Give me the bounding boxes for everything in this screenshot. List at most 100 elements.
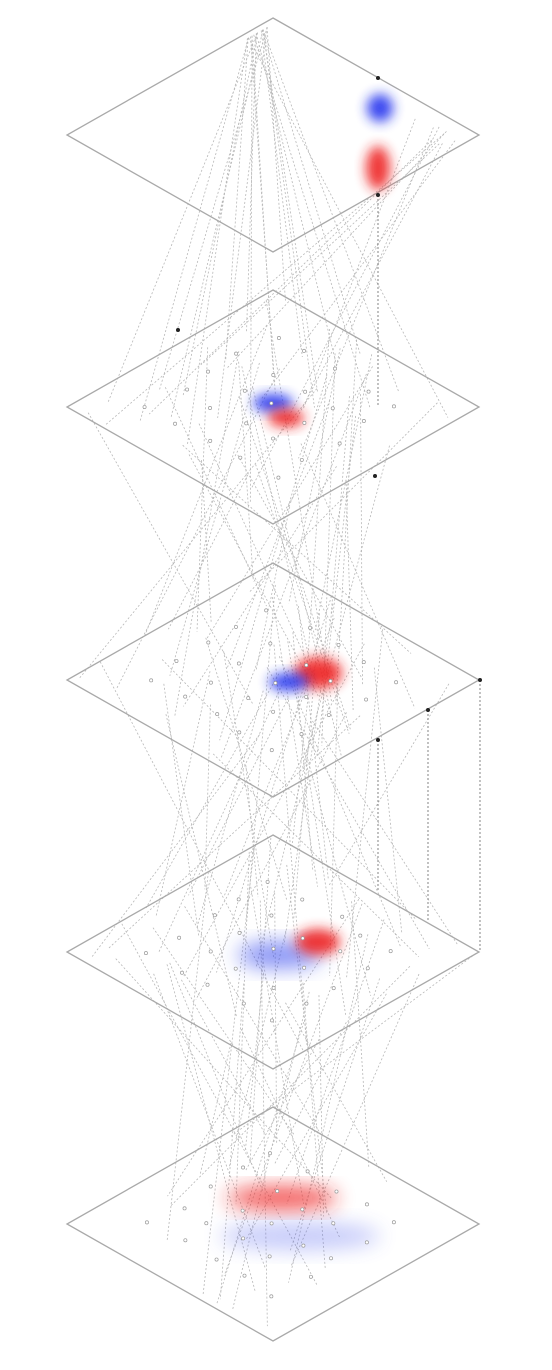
node <box>326 713 331 718</box>
node <box>270 1018 274 1023</box>
node <box>271 373 276 377</box>
nodes <box>142 76 482 1299</box>
connection <box>220 373 367 759</box>
connection <box>161 659 417 920</box>
node <box>275 1189 280 1194</box>
node <box>426 708 430 712</box>
node <box>365 1202 369 1207</box>
node <box>271 946 276 951</box>
connection <box>255 464 350 734</box>
node <box>271 709 276 714</box>
connection <box>168 474 249 630</box>
connection <box>139 37 250 422</box>
node <box>328 678 333 683</box>
connection <box>183 466 337 707</box>
connection <box>204 704 211 890</box>
connection <box>265 300 333 704</box>
connection <box>145 673 280 909</box>
node <box>174 659 179 663</box>
connection <box>196 690 264 929</box>
connection <box>235 851 250 1205</box>
node <box>183 694 188 699</box>
node <box>388 949 393 954</box>
node <box>364 1240 369 1245</box>
node <box>376 76 380 80</box>
connection <box>231 991 310 1311</box>
node <box>304 663 309 668</box>
node <box>208 949 213 954</box>
node <box>233 966 238 971</box>
connection <box>262 29 319 393</box>
connection <box>291 697 309 846</box>
node <box>302 348 306 353</box>
node <box>308 1274 313 1279</box>
connection <box>329 683 339 976</box>
node <box>392 404 396 409</box>
node <box>244 421 249 426</box>
connection <box>174 351 240 717</box>
connection <box>223 651 275 960</box>
connection <box>335 339 358 705</box>
node <box>208 438 213 443</box>
activation-blob <box>227 1187 337 1209</box>
node <box>215 712 220 717</box>
node <box>185 387 190 392</box>
node <box>334 1189 339 1194</box>
connection <box>298 127 434 459</box>
connection <box>244 1038 320 1173</box>
node <box>267 1254 272 1259</box>
node <box>237 930 242 935</box>
connection <box>196 347 209 632</box>
connection <box>238 361 254 582</box>
node <box>142 405 147 410</box>
node <box>276 475 281 480</box>
node <box>364 697 369 702</box>
node <box>269 401 274 406</box>
node <box>299 732 304 737</box>
activation-blob <box>268 409 304 427</box>
connection <box>217 27 268 418</box>
node <box>182 1206 187 1211</box>
connection <box>87 412 254 705</box>
connection <box>250 886 304 1204</box>
connection <box>241 366 311 662</box>
connection <box>237 454 363 679</box>
connection <box>266 27 286 303</box>
node <box>302 420 307 425</box>
activation-blob <box>366 146 390 190</box>
node <box>214 1257 219 1262</box>
connection <box>212 753 419 958</box>
node <box>329 1256 333 1261</box>
connection <box>262 29 315 408</box>
connection <box>155 671 211 917</box>
node <box>301 1243 306 1248</box>
connection <box>290 973 420 1266</box>
node <box>234 624 238 629</box>
node <box>305 1169 310 1174</box>
node <box>144 1220 149 1225</box>
node <box>276 336 281 340</box>
node <box>394 680 399 685</box>
node <box>240 1208 245 1213</box>
connection <box>170 966 411 1207</box>
node <box>269 748 274 753</box>
node <box>302 965 307 970</box>
connection <box>219 374 328 741</box>
connection <box>186 38 248 446</box>
node <box>149 678 154 683</box>
connection <box>184 906 322 1136</box>
connection <box>167 899 360 1197</box>
node <box>269 1294 274 1299</box>
connection <box>164 387 267 607</box>
node <box>208 680 213 685</box>
node <box>361 419 366 423</box>
connection <box>144 325 268 637</box>
node <box>212 913 217 918</box>
node <box>236 897 241 902</box>
connection <box>351 901 370 1169</box>
node <box>365 966 370 971</box>
connection <box>169 362 260 676</box>
node <box>206 369 210 374</box>
node <box>300 897 305 902</box>
connection <box>188 454 319 697</box>
